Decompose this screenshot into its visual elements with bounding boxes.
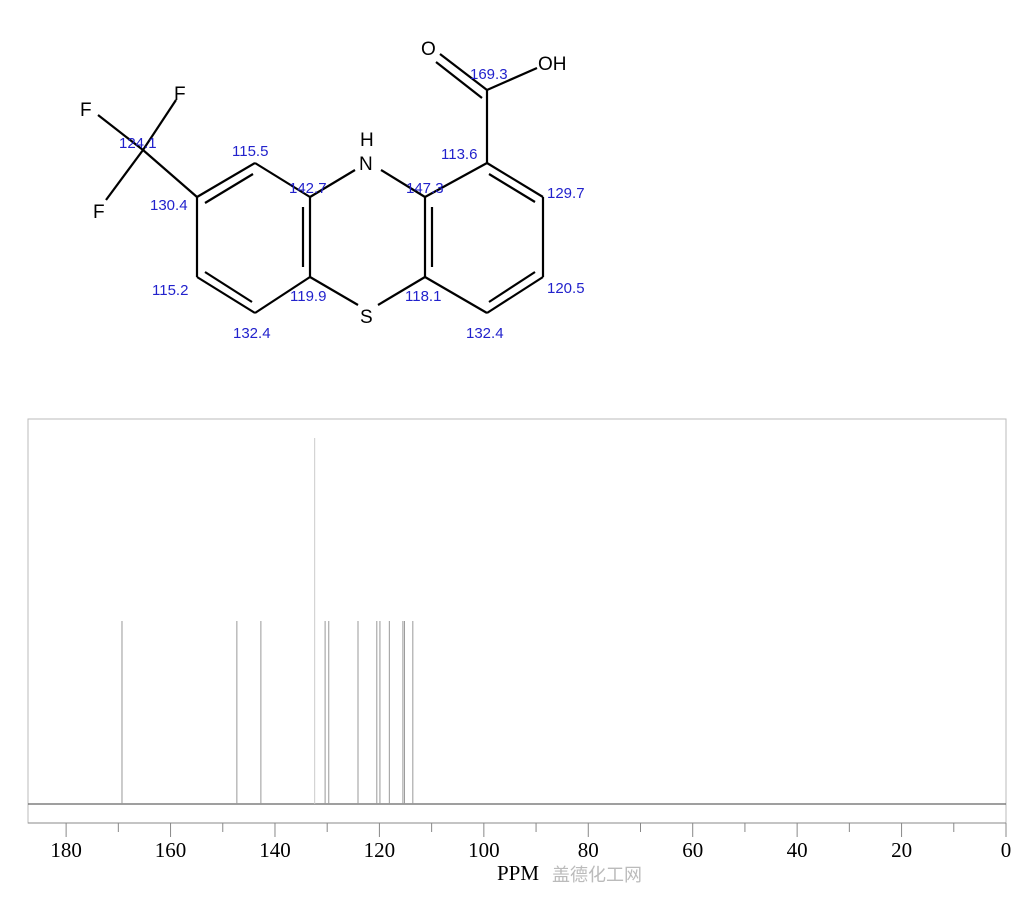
shift-label: 118.1 [405,288,441,305]
x-tick-label: 160 [155,838,187,862]
atom-oh: OH [538,54,567,75]
x-tick-label: 20 [891,838,912,862]
shift-label: 115.2 [152,282,188,299]
peaks [121,438,414,804]
x-tick-label: 40 [787,838,808,862]
shift-label: 130.4 [150,197,188,214]
shift-label: 132.4 [233,325,271,342]
shift-label: 119.9 [290,288,326,305]
atom-f: F [174,84,186,105]
shift-label: 115.5 [232,143,268,160]
atom-s: S [360,307,373,328]
plot-frame [27,418,1007,824]
x-tick-label: 120 [364,838,396,862]
shift-label: 113.6 [441,146,477,163]
atom-h: H [360,130,374,151]
x-tick-label: 80 [578,838,599,862]
atom-labels: H N S O OH F F F [80,39,567,328]
shift-label: 120.5 [547,280,585,297]
x-axis-ticks: 0 20 40 60 80 100 120 140 160 180 [50,823,1011,862]
atom-f: F [93,202,105,223]
atom-n: N [359,154,373,175]
shift-label: 169.3 [470,66,508,83]
atom-o: O [421,39,436,60]
shift-label: 132.4 [466,325,504,342]
watermark: 盖德化工网 [552,865,642,886]
x-tick-label: 140 [259,838,291,862]
spectrum-plot: 0 20 40 60 80 100 120 140 160 180 PPM 盖德化工网 [27,418,1011,886]
x-tick-label: 0 [1001,838,1012,862]
shift-label: 142.7 [289,180,327,197]
x-tick-label: 100 [468,838,500,862]
atom-f: F [80,100,92,121]
shift-label: 147.3 [406,180,444,197]
x-tick-label: 180 [50,838,82,862]
shift-labels: 124.1 115.5 142.7 147.3 113.6 169.3 129.… [119,66,585,342]
shift-label: 129.7 [547,185,585,202]
x-axis-label: PPM [497,861,539,885]
x-tick-label: 60 [682,838,703,862]
shift-label: 124.1 [119,135,157,152]
molecule-structure [97,53,545,314]
